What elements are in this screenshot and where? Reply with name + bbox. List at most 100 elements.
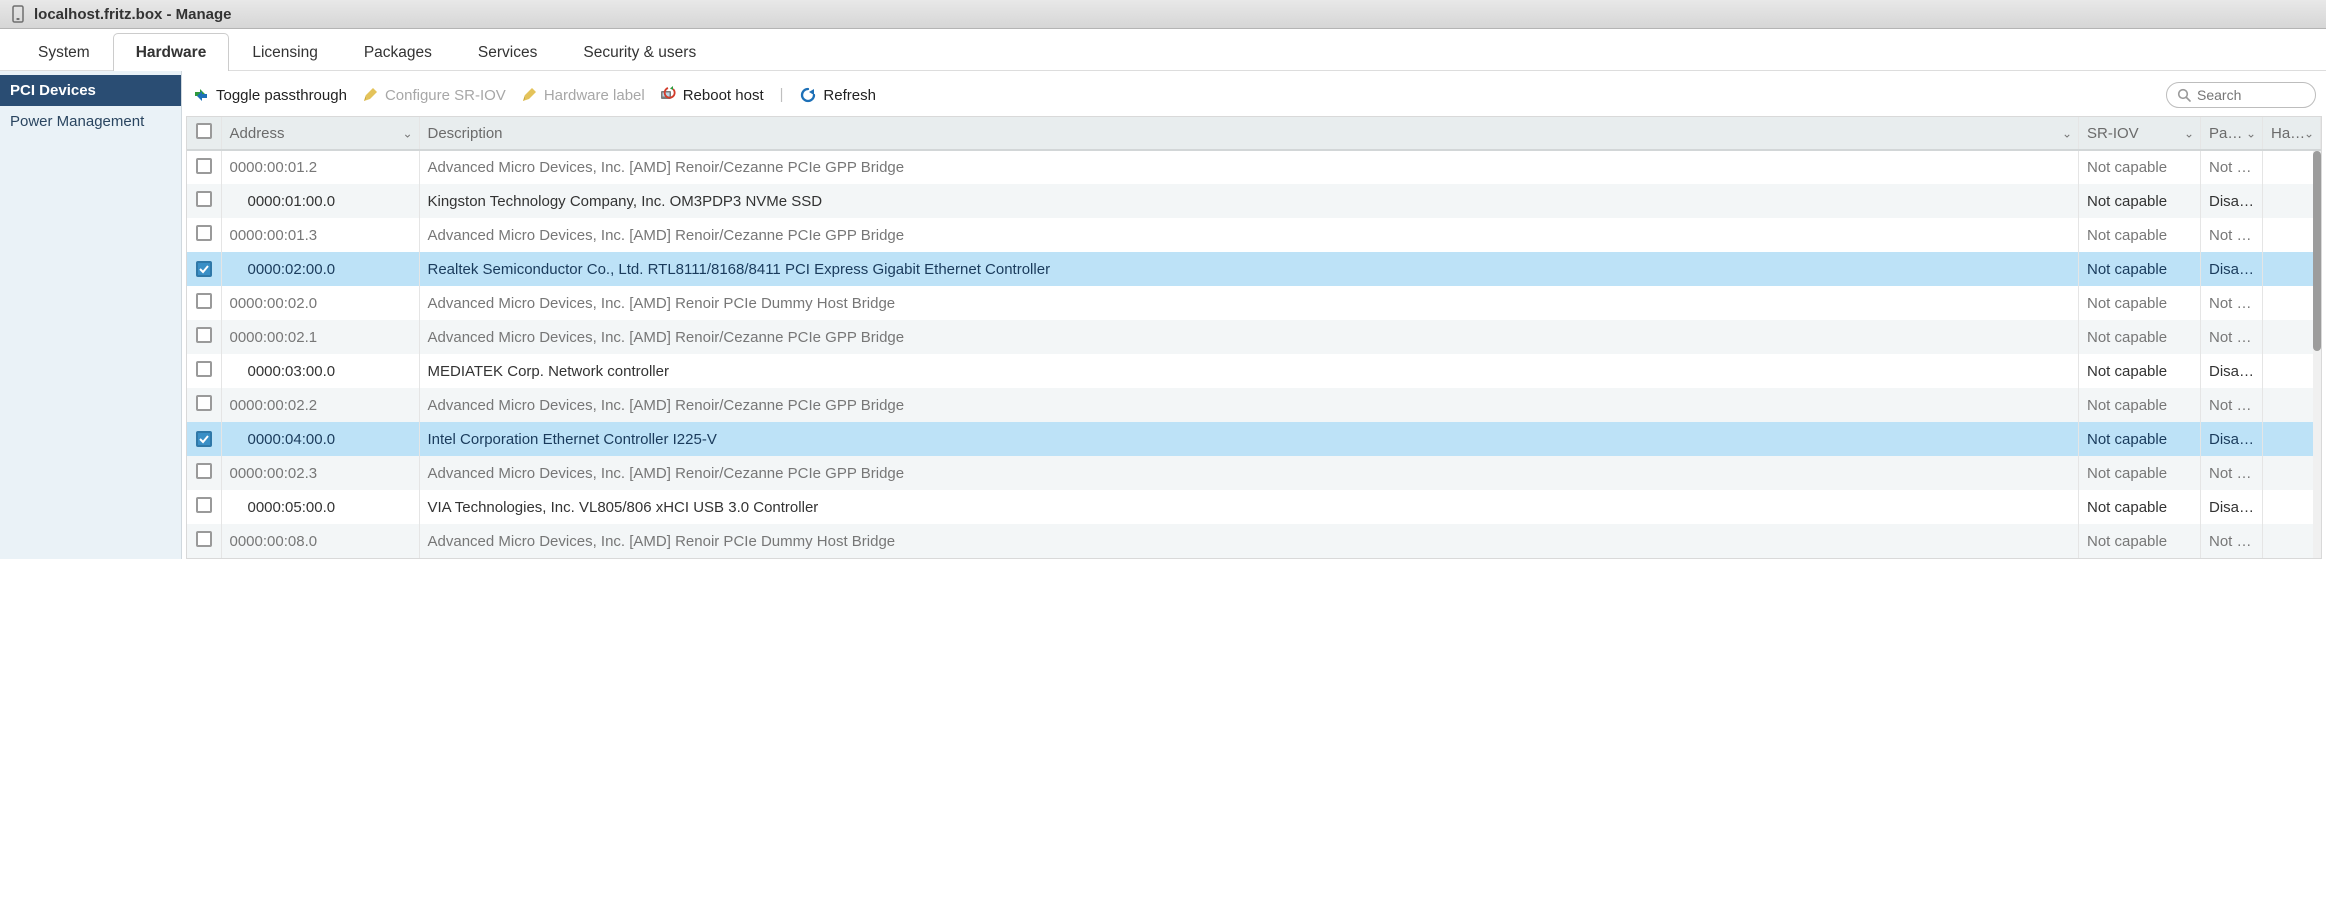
row-checkbox[interactable] [196, 293, 212, 309]
cell-description: Advanced Micro Devices, Inc. [AMD] Renoi… [419, 286, 2079, 320]
cell-hardware-label [2263, 218, 2321, 252]
hardware-label-label: Hardware label [544, 87, 645, 104]
tab-licensing[interactable]: Licensing [229, 33, 341, 71]
tab-services[interactable]: Services [455, 33, 560, 71]
tab-packages[interactable]: Packages [341, 33, 455, 71]
cell-hardware-label [2263, 320, 2321, 354]
cell-hardware-label [2263, 286, 2321, 320]
cell-sriov: Not capable [2079, 490, 2201, 524]
table-row[interactable]: 0000:00:01.2Advanced Micro Devices, Inc.… [187, 150, 2321, 184]
column-header-sriov[interactable]: SR-IOV ⌄ [2079, 117, 2201, 150]
cell-passthrough: Disa… [2201, 252, 2263, 286]
cell-hardware-label [2263, 354, 2321, 388]
cell-sriov: Not capable [2079, 184, 2201, 218]
toolbar-separator: | [778, 87, 786, 103]
cell-hardware-label [2263, 150, 2321, 184]
search-input[interactable] [2197, 87, 2292, 103]
cell-hardware-label [2263, 252, 2321, 286]
cell-sriov: Not capable [2079, 252, 2201, 286]
table-row[interactable]: 0000:00:02.2Advanced Micro Devices, Inc.… [187, 388, 2321, 422]
table-row[interactable]: 0000:04:00.0Intel Corporation Ethernet C… [187, 422, 2321, 456]
cell-description: Advanced Micro Devices, Inc. [AMD] Renoi… [419, 320, 2079, 354]
cell-description: VIA Technologies, Inc. VL805/806 xHCI US… [419, 490, 2079, 524]
cell-description: Advanced Micro Devices, Inc. [AMD] Renoi… [419, 218, 2079, 252]
column-header-passthrough[interactable]: Pa… ⌄ [2201, 117, 2263, 150]
cell-sriov: Not capable [2079, 218, 2201, 252]
configure-sriov-button[interactable]: Configure SR-IOV [361, 86, 506, 104]
reboot-host-button[interactable]: Reboot host [659, 86, 764, 104]
table-row[interactable]: 0000:02:00.0Realtek Semiconductor Co., L… [187, 252, 2321, 286]
row-checkbox[interactable] [196, 158, 212, 174]
cell-passthrough: Disa… [2201, 184, 2263, 218]
cell-description: Advanced Micro Devices, Inc. [AMD] Renoi… [419, 388, 2079, 422]
window-title: localhost.fritz.box - Manage [34, 6, 232, 23]
cell-address: 0000:04:00.0 [221, 422, 419, 456]
cell-passthrough: Not … [2201, 150, 2263, 184]
cell-hardware-label [2263, 524, 2321, 558]
reboot-host-icon [659, 86, 677, 104]
cell-passthrough: Not … [2201, 286, 2263, 320]
sidebar-item-pci-devices[interactable]: PCI Devices [0, 75, 181, 106]
select-all-checkbox[interactable] [196, 123, 212, 139]
tab-system[interactable]: System [15, 33, 113, 71]
cell-address: 0000:00:02.0 [221, 286, 419, 320]
row-checkbox[interactable] [196, 225, 212, 241]
table-row[interactable]: 0000:00:02.0Advanced Micro Devices, Inc.… [187, 286, 2321, 320]
vertical-scrollbar[interactable] [2313, 151, 2321, 558]
cell-address: 0000:05:00.0 [221, 490, 419, 524]
cell-description: MEDIATEK Corp. Network controller [419, 354, 2079, 388]
cell-sriov: Not capable [2079, 320, 2201, 354]
row-checkbox[interactable] [196, 261, 212, 277]
cell-passthrough: Not … [2201, 524, 2263, 558]
column-header-checkbox[interactable] [187, 117, 221, 150]
chevron-down-icon: ⌄ [2184, 127, 2194, 141]
pci-devices-table: Address ⌄ Description ⌄ SR-IOV ⌄ Pa… [186, 116, 2322, 559]
sidebar: PCI DevicesPower Management [0, 71, 182, 559]
table-row[interactable]: 0000:05:00.0VIA Technologies, Inc. VL805… [187, 490, 2321, 524]
sidebar-item-power-management[interactable]: Power Management [0, 106, 181, 137]
configure-sriov-label: Configure SR-IOV [385, 87, 506, 104]
row-checkbox[interactable] [196, 497, 212, 513]
scrollbar-thumb[interactable] [2313, 151, 2321, 351]
toolbar: Toggle passthrough Configure SR-IOV Hard… [186, 79, 2322, 116]
search-box[interactable] [2166, 82, 2316, 108]
tab-hardware[interactable]: Hardware [113, 33, 230, 71]
cell-address: 0000:00:08.0 [221, 524, 419, 558]
cell-address: 0000:02:00.0 [221, 252, 419, 286]
pencil-icon [520, 86, 538, 104]
column-header-description[interactable]: Description ⌄ [419, 117, 2079, 150]
toggle-passthrough-button[interactable]: Toggle passthrough [192, 86, 347, 104]
table-row[interactable]: 0000:00:02.3Advanced Micro Devices, Inc.… [187, 456, 2321, 490]
row-checkbox[interactable] [196, 531, 212, 547]
cell-sriov: Not capable [2079, 150, 2201, 184]
refresh-button[interactable]: Refresh [799, 86, 876, 104]
cell-description: Advanced Micro Devices, Inc. [AMD] Renoi… [419, 150, 2079, 184]
table-row[interactable]: 0000:00:01.3Advanced Micro Devices, Inc.… [187, 218, 2321, 252]
table-row[interactable]: 0000:00:08.0Advanced Micro Devices, Inc.… [187, 524, 2321, 558]
column-header-address[interactable]: Address ⌄ [221, 117, 419, 150]
cell-sriov: Not capable [2079, 422, 2201, 456]
cell-sriov: Not capable [2079, 286, 2201, 320]
cell-address: 0000:00:02.2 [221, 388, 419, 422]
row-checkbox[interactable] [196, 395, 212, 411]
table-row[interactable]: 0000:03:00.0MEDIATEK Corp. Network contr… [187, 354, 2321, 388]
cell-description: Intel Corporation Ethernet Controller I2… [419, 422, 2079, 456]
chevron-down-icon: ⌄ [402, 127, 412, 141]
row-checkbox[interactable] [196, 327, 212, 343]
tab-security-users[interactable]: Security & users [560, 33, 719, 71]
table-row[interactable]: 0000:00:02.1Advanced Micro Devices, Inc.… [187, 320, 2321, 354]
cell-address: 0000:03:00.0 [221, 354, 419, 388]
cell-sriov: Not capable [2079, 456, 2201, 490]
row-checkbox[interactable] [196, 431, 212, 447]
search-icon [2177, 88, 2191, 102]
row-checkbox[interactable] [196, 361, 212, 377]
row-checkbox[interactable] [196, 191, 212, 207]
cell-description: Realtek Semiconductor Co., Ltd. RTL8111/… [419, 252, 2079, 286]
column-header-hardware-label[interactable]: Ha… ⌄ [2263, 117, 2321, 150]
hardware-label-button[interactable]: Hardware label [520, 86, 645, 104]
cell-address: 0000:00:01.2 [221, 150, 419, 184]
cell-passthrough: Disa… [2201, 354, 2263, 388]
row-checkbox[interactable] [196, 463, 212, 479]
table-row[interactable]: 0000:01:00.0Kingston Technology Company,… [187, 184, 2321, 218]
cell-hardware-label [2263, 490, 2321, 524]
